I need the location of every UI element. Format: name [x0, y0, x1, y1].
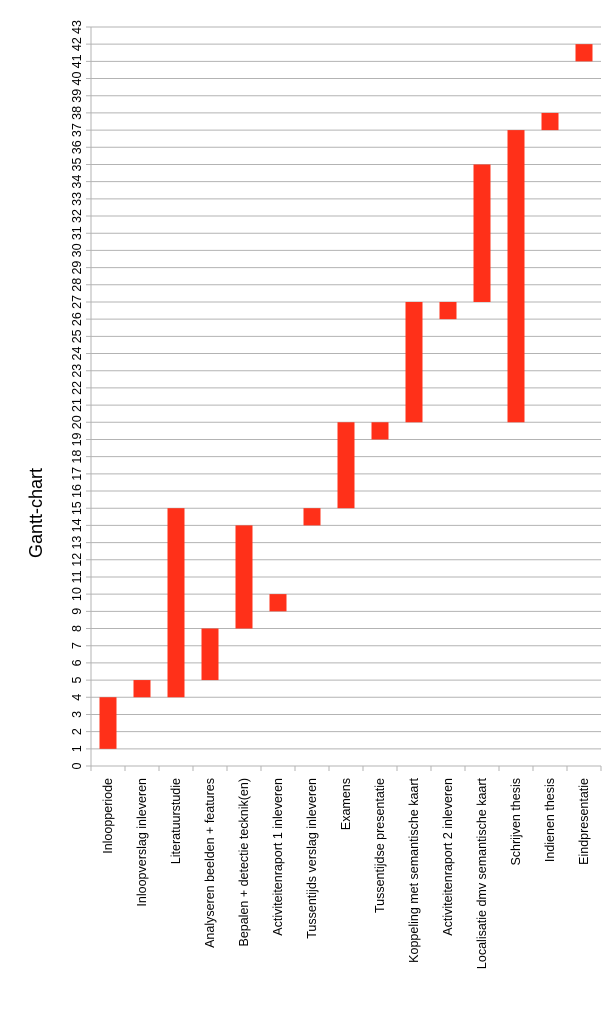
bars [99, 44, 593, 749]
y-tick-label: 38 [70, 106, 84, 120]
gantt-bar [405, 301, 423, 423]
gantt-bar [167, 508, 185, 698]
y-tick-label: 0 [70, 762, 84, 769]
y-tick-label: 10 [70, 587, 84, 601]
category-labels: Inloopperiode Inloopverslag inleveren Lite… [101, 777, 591, 969]
y-tick-label: 9 [70, 608, 84, 615]
y-tick-label: 18 [70, 450, 84, 464]
gantt-bar [371, 422, 389, 440]
y-tick-label: 14 [70, 518, 84, 532]
y-tick-label: 17 [70, 467, 84, 481]
y-tick-label: 28 [70, 278, 84, 292]
gantt-bar [439, 301, 457, 320]
y-tick-label: 26 [70, 312, 84, 326]
y-tick-label: 43 [70, 20, 84, 34]
gantt-bar [507, 130, 525, 423]
y-tick-label: 7 [70, 642, 84, 649]
y-tick-label: 34 [70, 175, 84, 189]
category-label: Inloopverslag inleveren [135, 778, 149, 907]
gantt-bar [575, 44, 593, 62]
y-tick-label: 24 [70, 347, 84, 361]
y-tick-label: 8 [70, 625, 84, 632]
y-tick-label: 37 [70, 123, 84, 137]
y-tick-label: 22 [70, 381, 84, 395]
y-tick-label: 29 [70, 261, 84, 275]
y-tick-label: 30 [70, 243, 84, 257]
y-tick-label: 32 [70, 209, 84, 223]
y-tick-label: 3 [70, 711, 84, 718]
category-label: Eindpresentatie [577, 778, 591, 865]
gantt-bar [235, 525, 253, 629]
category-label: Literatuurstudie [169, 778, 183, 864]
y-tick-label: 13 [70, 536, 84, 550]
y-tick-label: 16 [70, 484, 84, 498]
category-label: Indienen thesis [543, 778, 557, 862]
gantt-bar [99, 697, 117, 749]
y-tick-label: 21 [70, 398, 84, 412]
gantt-bar [541, 112, 559, 131]
y-tick-label: 11 [70, 570, 84, 583]
gantt-bar [269, 594, 287, 612]
chart-title: Gantt-chart [26, 468, 46, 558]
y-tick-label: 31 [70, 226, 84, 240]
axes [90, 27, 602, 771]
category-label: Tussentijdse presentatie [373, 778, 387, 913]
y-tick-label: 40 [70, 72, 84, 86]
category-label: Examens [339, 778, 353, 830]
category-label: Inloopperiode [101, 778, 115, 854]
y-tick-label: 1 [70, 745, 84, 752]
gantt-bar [133, 680, 151, 698]
y-tick-label: 6 [70, 659, 84, 666]
gantt-bar [473, 164, 491, 302]
category-label: Bepalen + detectie tecknik(en) [237, 778, 251, 947]
y-tick-labels: 0123456789101112131415161718192021222324… [70, 20, 84, 769]
category-label: Localisatie dmv semantische kaart [475, 777, 489, 969]
y-tick-label: 33 [70, 192, 84, 206]
y-tick-label: 23 [70, 364, 84, 378]
y-tick-label: 42 [70, 37, 84, 51]
y-tick-label: 20 [70, 415, 84, 429]
y-tick-label: 15 [70, 501, 84, 515]
y-tick-label: 35 [70, 157, 84, 171]
y-tick-label: 25 [70, 329, 84, 343]
category-label: Analyseren beelden + features [203, 778, 217, 948]
category-label: Activiteitenraport 1 inleveren [271, 778, 285, 936]
category-label: Tussentijds verslag inleveren [305, 778, 319, 939]
gantt-bar [303, 508, 321, 526]
category-label: Activiteitenraport 2 inleveren [441, 778, 455, 936]
y-tick-label: 39 [70, 89, 84, 103]
y-tick-label: 41 [70, 54, 84, 68]
y-tick-label: 36 [70, 140, 84, 154]
category-label: Schrijven thesis [509, 778, 523, 866]
category-label: Koppeling met semantische kaart [407, 777, 421, 962]
y-tick-label: 4 [70, 694, 84, 701]
y-tick-label: 12 [70, 553, 84, 567]
y-tick-label: 27 [70, 295, 84, 309]
y-tick-label: 5 [70, 677, 84, 684]
gantt-bar [337, 422, 355, 509]
y-tick-label: 2 [70, 728, 84, 735]
gantt-bar [201, 628, 219, 681]
y-tick-label: 19 [70, 432, 84, 446]
